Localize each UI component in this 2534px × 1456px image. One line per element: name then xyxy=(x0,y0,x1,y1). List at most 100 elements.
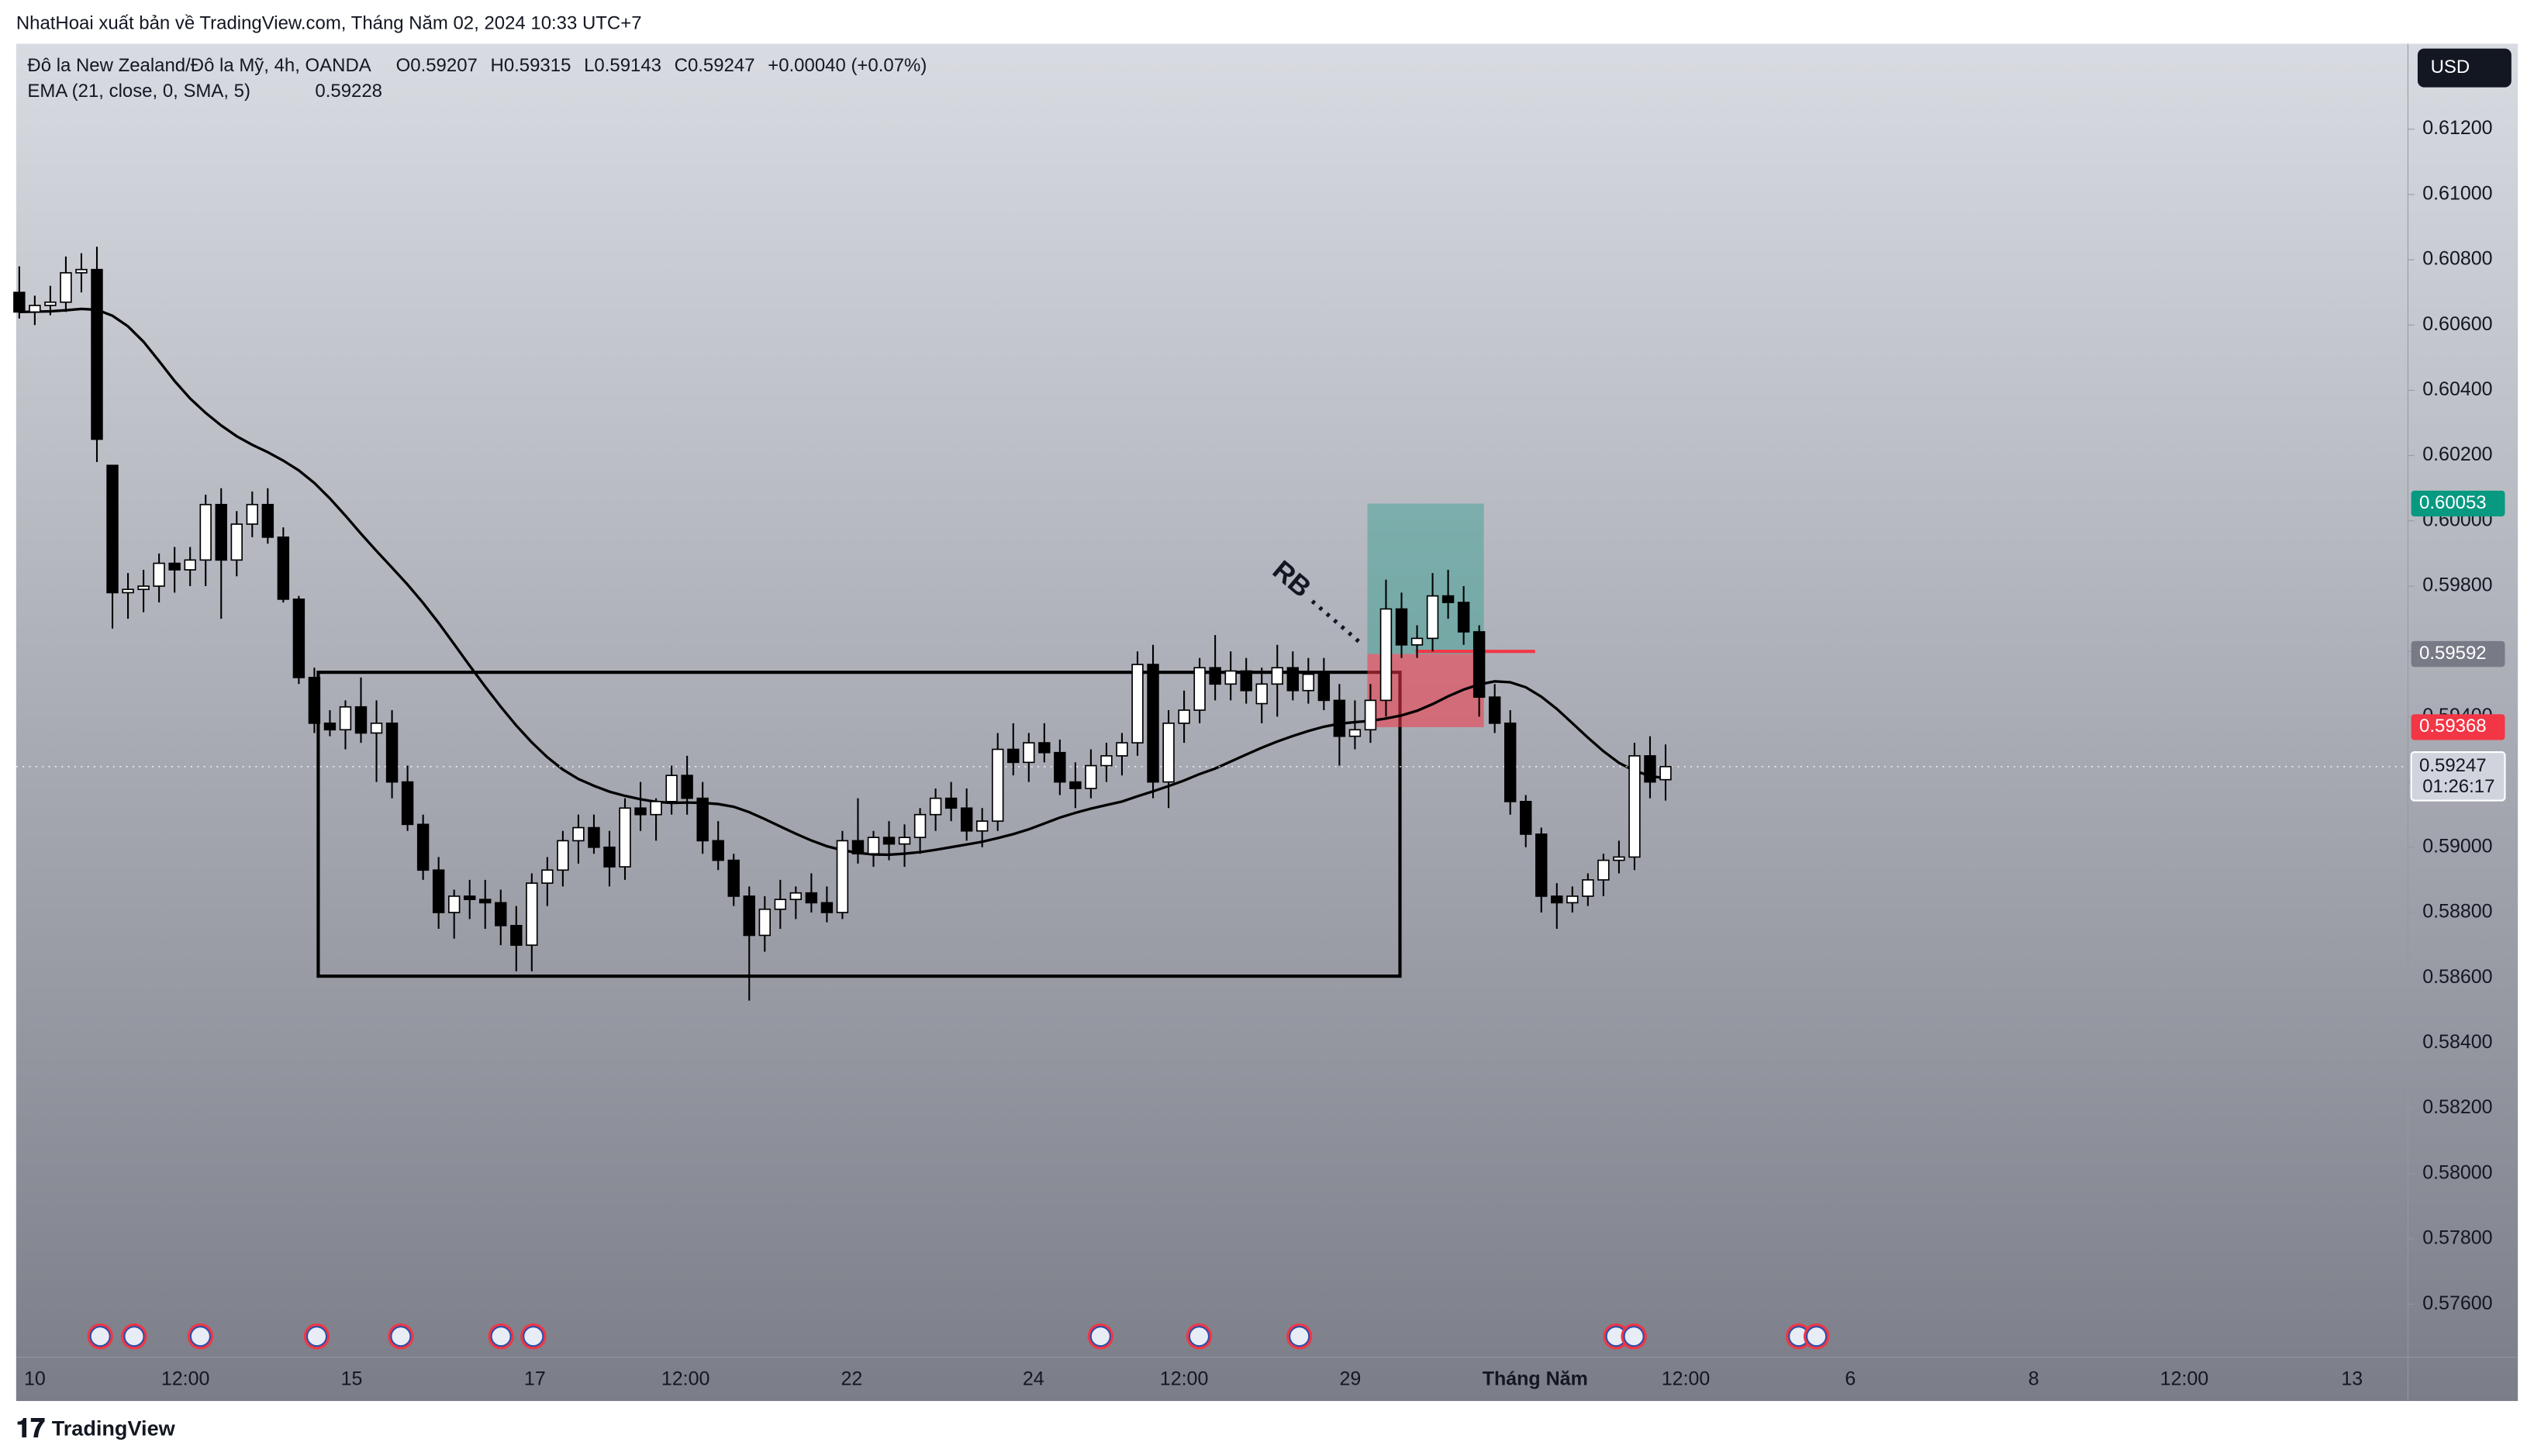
candle-body xyxy=(1054,751,1066,783)
y-tick-label: 0.59800 xyxy=(2422,574,2492,596)
candle-body xyxy=(447,895,461,913)
candle-body xyxy=(323,722,337,731)
candle-body xyxy=(572,826,585,842)
candle-body xyxy=(464,895,476,900)
legend-value: L0.59143 xyxy=(584,55,661,76)
candle-body xyxy=(758,908,771,937)
y-tick-label: 0.58200 xyxy=(2422,1096,2492,1118)
candle-body xyxy=(13,292,26,313)
y-tick-label: 0.60400 xyxy=(2422,378,2492,400)
candle-body xyxy=(774,899,787,910)
candle-body xyxy=(1379,608,1393,702)
symbol: Đô la New Zealand/Đô la Mỹ, 4h, OANDA xyxy=(27,55,371,76)
candle-body xyxy=(401,781,414,826)
y-tick-label: 0.61200 xyxy=(2422,117,2492,139)
y-tick-label: 0.58600 xyxy=(2422,966,2492,988)
legend-value: +0.00040 (+0.07%) xyxy=(768,55,927,76)
range-box xyxy=(316,671,1402,978)
candle-body xyxy=(992,748,1004,822)
currency-button[interactable] xyxy=(2417,48,2512,88)
currency[interactable]: USD xyxy=(2431,57,2470,78)
candle-body xyxy=(479,899,492,904)
countdown: 01:26:17 xyxy=(2422,776,2494,797)
event-flag-inner xyxy=(1806,1326,1828,1347)
last-price-tag xyxy=(2410,751,2506,802)
y-tick-label: 0.60200 xyxy=(2422,443,2492,465)
event-flag-inner xyxy=(523,1326,544,1347)
annotation-line xyxy=(1310,599,1362,645)
candle-body xyxy=(634,807,647,816)
plot xyxy=(13,247,2408,1001)
candle-body xyxy=(1240,670,1252,692)
event-flag-inner xyxy=(490,1326,512,1347)
candle-body xyxy=(526,882,538,946)
candle-body xyxy=(1085,764,1097,789)
candle-body xyxy=(1038,742,1051,754)
candle-body xyxy=(277,537,290,600)
legend-value: O0.59207 xyxy=(396,55,478,76)
candle-body xyxy=(789,892,803,900)
x-tick-label: Tháng Năm xyxy=(1483,1368,1588,1390)
candle-body xyxy=(1566,895,1579,904)
y-tick-label: 0.58000 xyxy=(2422,1161,2492,1183)
candle-body xyxy=(106,464,119,594)
candle-body xyxy=(960,807,973,832)
candle-body xyxy=(1535,833,1548,897)
logo-mark: 𝟏𝟕 xyxy=(16,1414,45,1443)
candle-body xyxy=(1193,667,1206,711)
ohlc-legend: O0.59207 H0.59315 L0.59143 C0.59247 +0.00040… xyxy=(396,55,927,76)
x-tick-label: 12:00 xyxy=(1662,1368,1711,1390)
x-tick-label: 12:00 xyxy=(2160,1368,2209,1390)
candle-body xyxy=(1255,683,1268,705)
legend-value: C0.59247 xyxy=(675,55,755,76)
candle-body xyxy=(557,840,569,871)
candle-body xyxy=(199,503,212,561)
x-tick-label: 24 xyxy=(1023,1368,1044,1390)
candle-body xyxy=(510,925,523,946)
candle-body xyxy=(1271,667,1283,685)
candle-body xyxy=(1178,709,1190,724)
candle-body xyxy=(230,523,243,561)
x-tick-label: 10 xyxy=(24,1368,46,1390)
candle-body xyxy=(122,588,134,594)
candle-body xyxy=(1007,748,1020,764)
y-tick-label: 0.58800 xyxy=(2422,901,2492,923)
last-price-label: 0.59247 xyxy=(2419,755,2487,776)
target-tag xyxy=(2411,490,2505,517)
candle-body xyxy=(1472,631,1486,698)
candle-body xyxy=(385,722,399,783)
candle-body xyxy=(1023,742,1035,764)
stop-tag-label: 0.59368 xyxy=(2419,716,2487,737)
indicator-label: EMA (21, close, 0, SMA, 5) xyxy=(27,81,250,102)
candle-body xyxy=(184,559,196,571)
candle-body xyxy=(820,902,834,913)
candle-body xyxy=(836,840,849,913)
candle-body xyxy=(261,503,274,538)
y-tick-label: 0.58400 xyxy=(2422,1031,2492,1053)
candle-body xyxy=(681,775,693,799)
candle-body xyxy=(1286,667,1300,692)
candle-body xyxy=(1410,637,1424,646)
candle-body xyxy=(1162,722,1175,783)
x-tick-label: 12:00 xyxy=(161,1368,210,1390)
y-tick-label: 0.59000 xyxy=(2422,835,2492,857)
events xyxy=(87,1323,1830,1350)
x-tick-label: 15 xyxy=(341,1368,363,1390)
event-flag-inner xyxy=(1623,1326,1645,1347)
candle-body xyxy=(541,869,554,884)
y-tick-label: 0.61000 xyxy=(2422,182,2492,204)
candle-body xyxy=(44,301,57,306)
candle-body xyxy=(1348,729,1362,737)
candle-body xyxy=(75,268,88,274)
legend-value: H0.59315 xyxy=(491,55,571,76)
candle-body xyxy=(168,562,181,571)
candle-body xyxy=(603,846,616,868)
y-tick-label: 0.57800 xyxy=(2422,1227,2492,1249)
candle-body xyxy=(1503,722,1517,802)
candle-body xyxy=(416,823,430,871)
event-flag-inner xyxy=(1188,1326,1210,1347)
candle-body xyxy=(851,840,865,855)
candle-body xyxy=(29,305,41,313)
